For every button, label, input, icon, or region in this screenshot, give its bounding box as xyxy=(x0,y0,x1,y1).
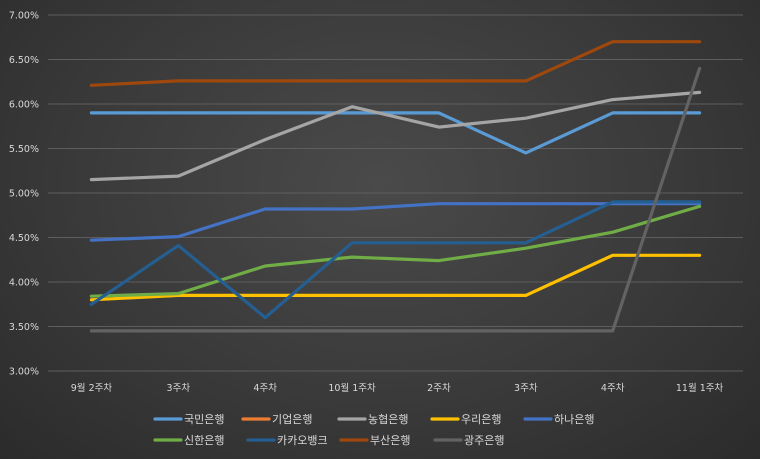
x-tick-label: 4주차 xyxy=(253,382,277,394)
y-tick-label: 5.00% xyxy=(9,189,39,200)
x-tick-label: 3주차 xyxy=(514,382,538,394)
y-tick-label: 3.00% xyxy=(9,367,39,378)
y-tick-label: 6.00% xyxy=(9,100,39,111)
x-tick-label: 11월 1주차 xyxy=(676,382,724,394)
series-line xyxy=(89,90,702,182)
series-line xyxy=(89,204,702,298)
series-line xyxy=(89,40,702,87)
series-line xyxy=(89,200,702,320)
legend-label: 농협은행 xyxy=(368,413,408,426)
legend-label: 신한은행 xyxy=(184,434,224,447)
series-line xyxy=(89,66,702,333)
x-tick-label: 2주차 xyxy=(427,382,451,394)
legend-label: 우리은행 xyxy=(461,413,501,426)
x-tick-label: 9월 2주차 xyxy=(71,382,113,394)
y-axis: 3.00% 3.50% 4.00% 4.50% 5.00% 5.50% 6.00% 6.50%… xyxy=(9,11,39,378)
y-tick-label: 3.50% xyxy=(9,322,39,333)
legend-label: 카카오뱅크 xyxy=(277,434,328,447)
x-tick-label: 3주차 xyxy=(167,382,191,394)
series-lines xyxy=(89,40,702,333)
series-line xyxy=(89,111,702,155)
x-tick-label: 4주차 xyxy=(601,382,625,394)
legend-label: 하나은행 xyxy=(554,412,594,426)
legend-label: 광주은행 xyxy=(464,434,504,447)
gridlines xyxy=(48,14,743,372)
y-tick-label: 4.00% xyxy=(9,278,39,289)
y-tick-label: 7.00% xyxy=(9,11,39,22)
legend-label: 국민은행 xyxy=(184,413,224,426)
y-tick-label: 6.50% xyxy=(9,55,39,66)
y-tick-label: 4.50% xyxy=(9,233,39,244)
series-line xyxy=(89,253,702,302)
series-line xyxy=(89,202,702,242)
x-tick-label: 10월 1주차 xyxy=(328,382,376,394)
y-tick-label: 5.50% xyxy=(9,144,39,155)
legend-label: 부산은행 xyxy=(370,434,410,447)
x-axis: 9월 2주차 3주차 4주차 10월 1주차 2주차 3주차 4주차 11월 1주차 xyxy=(71,382,724,394)
legend-label: 기업은행 xyxy=(272,413,312,426)
